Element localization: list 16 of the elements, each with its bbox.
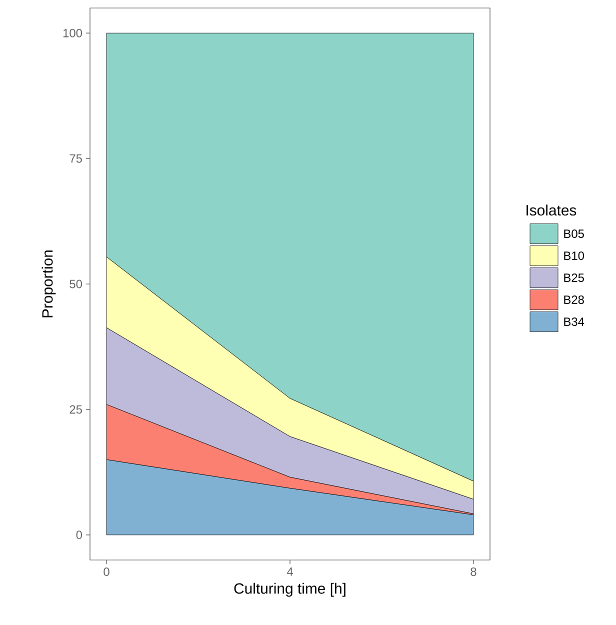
legend-label: B34 (564, 318, 584, 326)
y-tick-label: 25 (70, 405, 82, 414)
legend-label: B28 (564, 296, 584, 304)
legend-label: B25 (564, 274, 584, 282)
legend-label: B10 (564, 252, 584, 260)
y-tick-label: 0 (76, 530, 82, 540)
y-tick-label: 100 (63, 28, 82, 38)
x-tick-label: 4 (286, 568, 293, 576)
x-axis-title: Culturing time [h] (234, 582, 346, 597)
y-tick-label: 75 (70, 154, 82, 163)
y-tick-label: 50 (70, 280, 82, 288)
x-tick-label: 8 (470, 568, 476, 576)
x-tick-label: 0 (104, 568, 110, 576)
y-axis-title: Proportion (42, 250, 56, 318)
text: B05 (564, 230, 584, 238)
legend-title: Isolates (526, 204, 576, 216)
